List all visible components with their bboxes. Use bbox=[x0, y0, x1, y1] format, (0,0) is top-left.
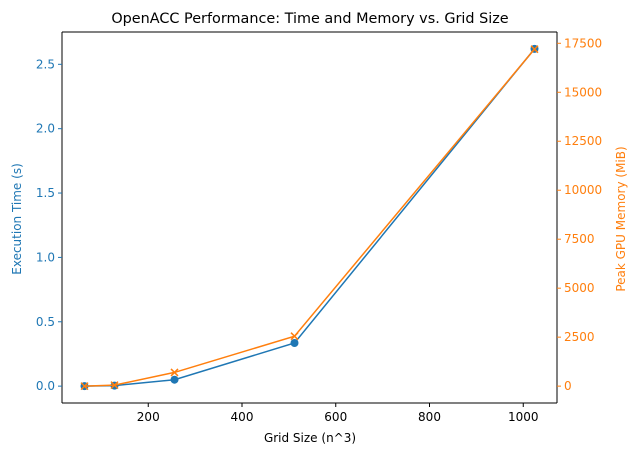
x-tick-label: 200 bbox=[137, 410, 160, 424]
y2-tick-label: 12500 bbox=[564, 134, 602, 148]
y2-axis-label: Peak GPU Memory (MiB) bbox=[614, 146, 628, 291]
time-data-point bbox=[171, 376, 179, 384]
y-tick-label: 1.5 bbox=[36, 186, 55, 200]
x-tick-label: 400 bbox=[231, 410, 254, 424]
y-tick-label: 1.0 bbox=[36, 250, 55, 264]
memory-series-line bbox=[85, 49, 535, 386]
axes bbox=[62, 32, 557, 403]
y-tick-label: 0.0 bbox=[36, 379, 55, 393]
y2-tick-label: 5000 bbox=[564, 281, 595, 295]
x-axis-label: Grid Size (n^3) bbox=[264, 431, 356, 445]
y-tick-label: 0.5 bbox=[36, 315, 55, 329]
y2-tick-label: 15000 bbox=[564, 85, 602, 99]
y2-tick-label: 17500 bbox=[564, 36, 602, 50]
x-tick-label: 600 bbox=[324, 410, 347, 424]
y-tick-label: 2.5 bbox=[36, 57, 55, 71]
y2-tick-label: 10000 bbox=[564, 183, 602, 197]
y2-tick-label: 2500 bbox=[564, 330, 595, 344]
x-tick-label: 800 bbox=[418, 410, 441, 424]
x-tick-label: 1000 bbox=[508, 410, 539, 424]
ticks: 200 400 600 800 1000 0.0 0.5 1.0 1.5 2.0 2.5 0 2500 5… bbox=[36, 36, 602, 424]
y-axis-label: Execution Time (s) bbox=[10, 163, 24, 275]
time-data-point bbox=[291, 339, 299, 347]
y-tick-label: 2.0 bbox=[36, 122, 55, 136]
time-series-line bbox=[85, 49, 535, 386]
y2-tick-label: 7500 bbox=[564, 232, 595, 246]
chart-title: OpenACC Performance: Time and Memory vs.… bbox=[111, 11, 508, 27]
y2-tick-label: 0 bbox=[564, 379, 572, 393]
plot-area bbox=[81, 45, 539, 390]
